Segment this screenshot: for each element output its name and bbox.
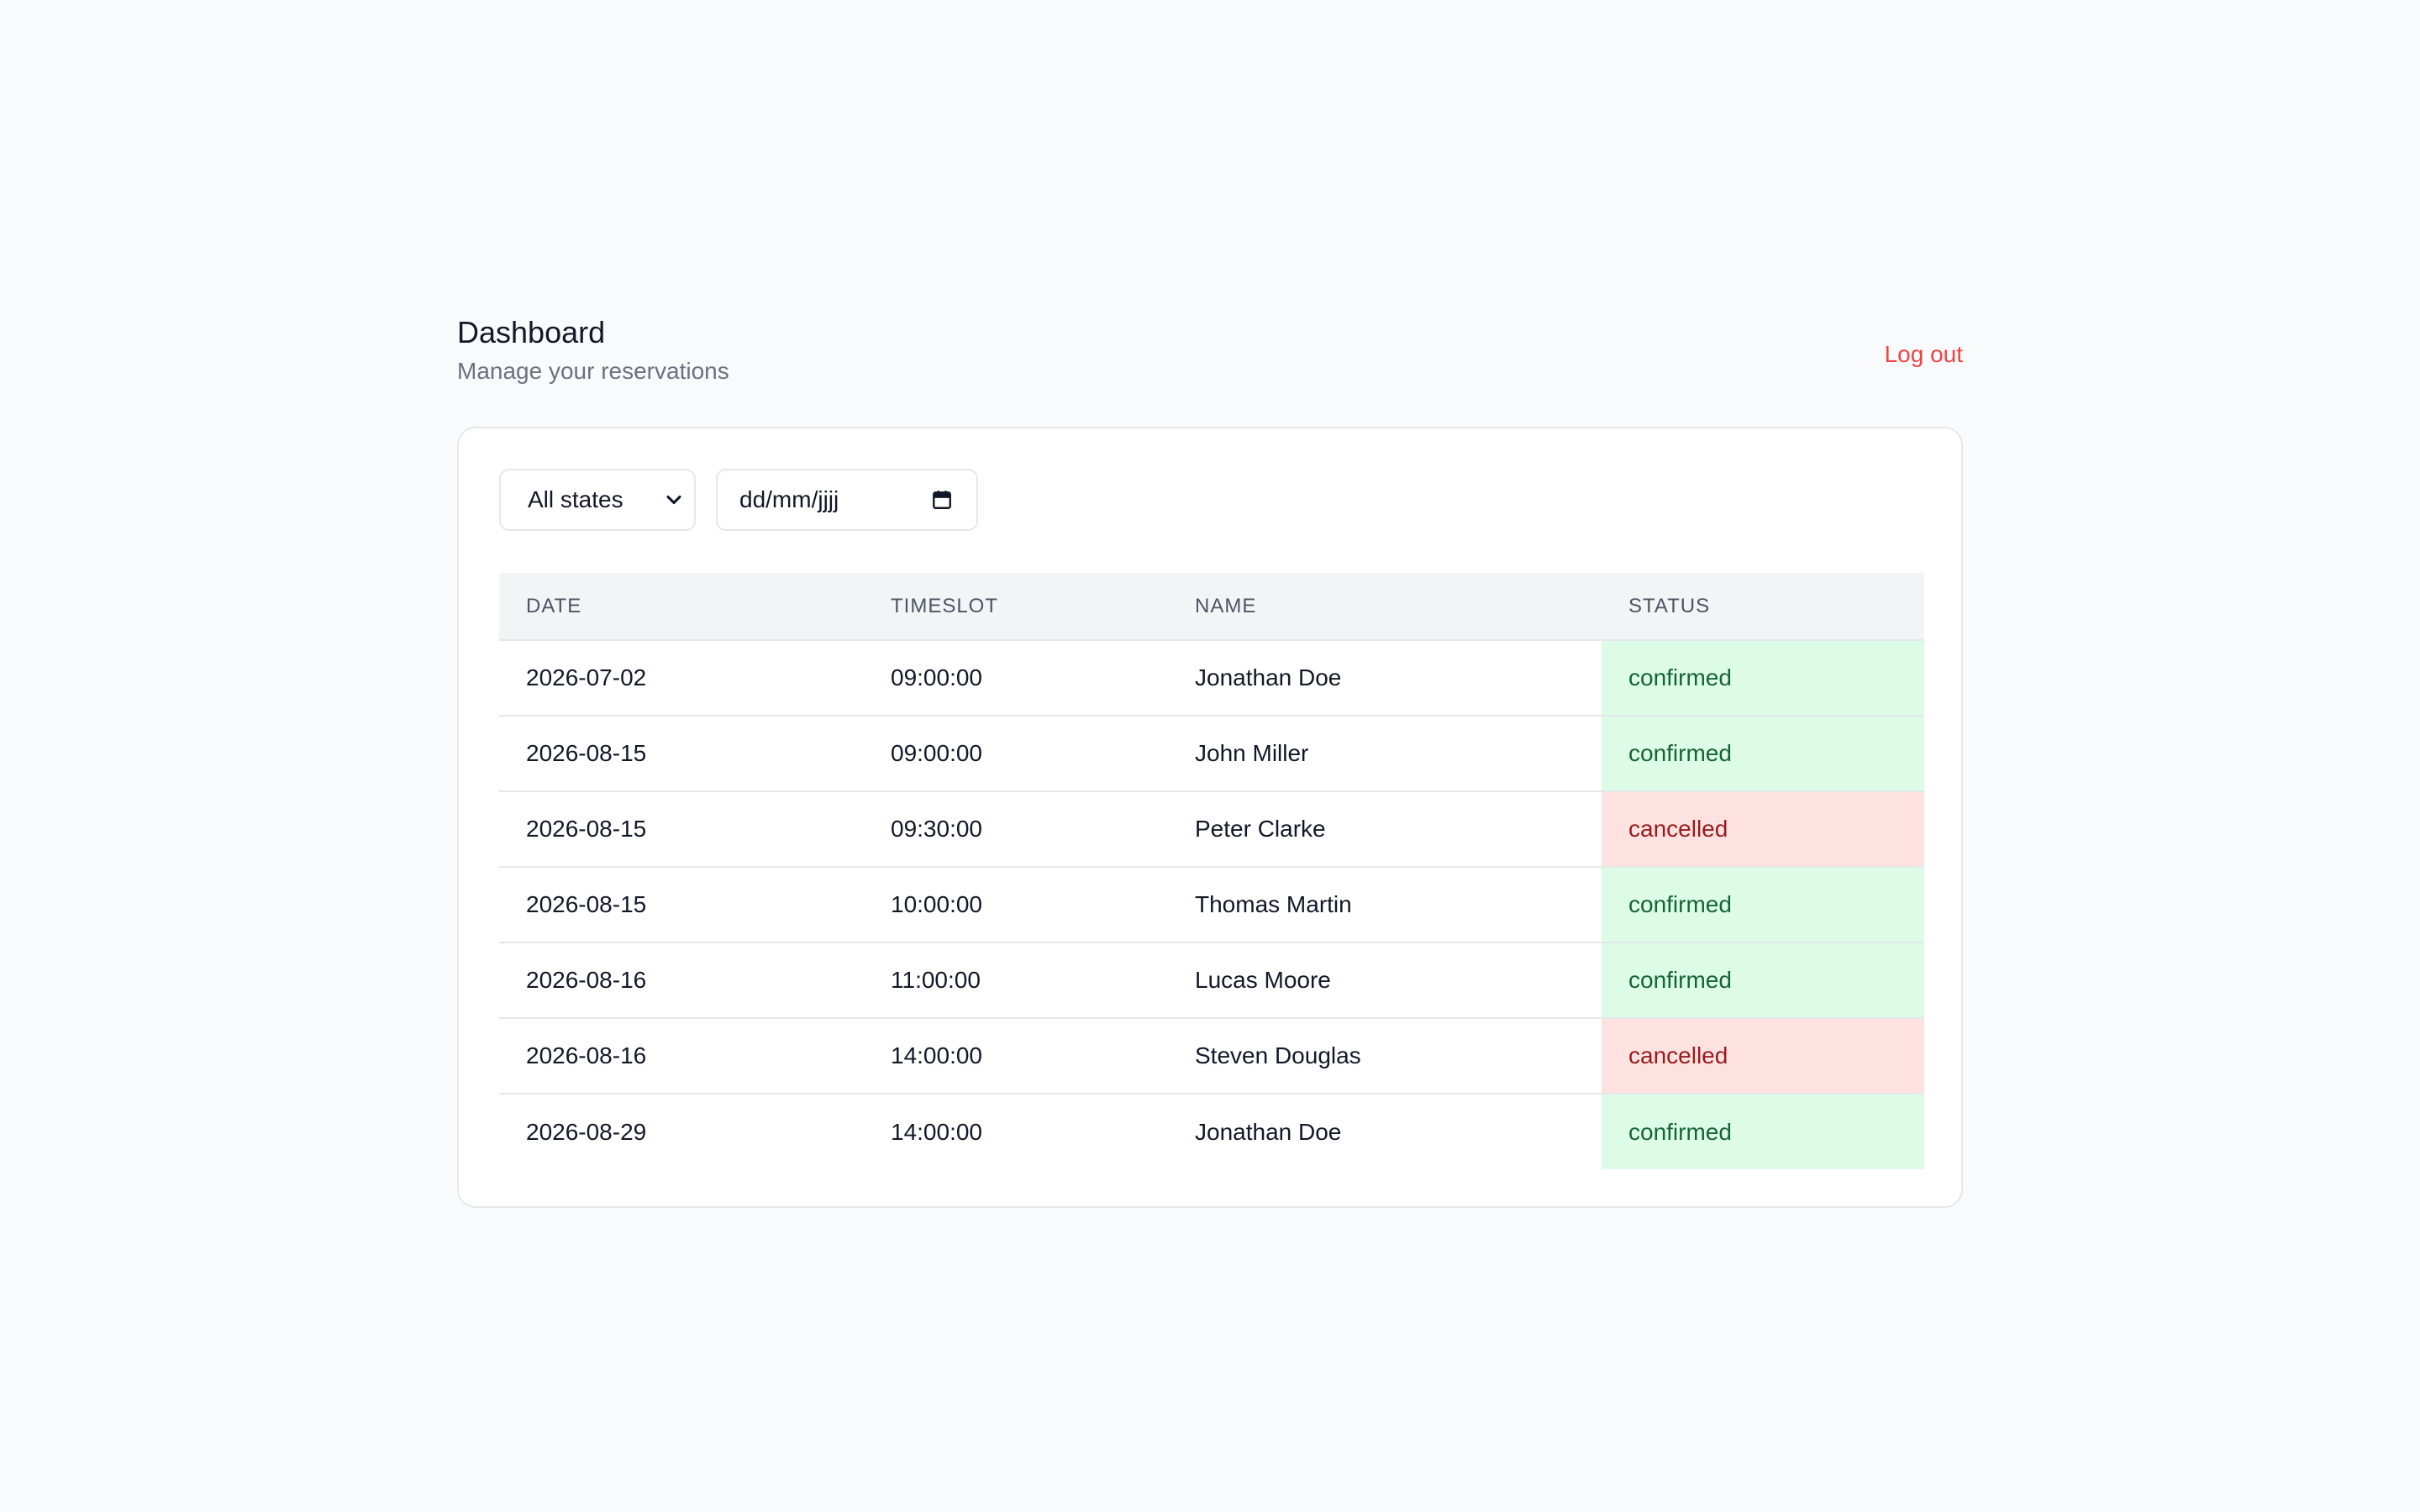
table-header: DATE TIMESLOT NAME STATUS	[499, 573, 1924, 640]
filters-bar: All states dd/mm/jjjj	[499, 469, 1921, 531]
cell-name: Jonathan Doe	[1195, 664, 1342, 690]
cell-date: 2026-08-15	[526, 816, 647, 842]
cell-date: 2026-08-16	[526, 967, 647, 993]
cell-timeslot: 11:00:00	[891, 967, 981, 993]
dashboard-container: Dashboard Manage your reservations Log o…	[457, 307, 1963, 1208]
cell-timeslot: 09:00:00	[891, 740, 982, 766]
table-body: 2026-07-02 09:00:00 Jonathan Doe confirm…	[499, 640, 1924, 1169]
page-header: Dashboard Manage your reservations Log o…	[457, 307, 1963, 391]
cell-status: cancelled	[1602, 1018, 1924, 1094]
table-row[interactable]: 2026-08-29 14:00:00 Jonathan Doe confirm…	[499, 1094, 1924, 1169]
cell-status: confirmed	[1602, 942, 1924, 1018]
cell-date: 2026-07-02	[526, 664, 647, 690]
cell-name: Thomas Martin	[1195, 891, 1352, 917]
state-filter-select[interactable]: All states	[499, 469, 696, 531]
title-block: Dashboard Manage your reservations	[457, 311, 729, 388]
state-filter-value: All states	[528, 486, 623, 512]
reservations-table: DATE TIMESLOT NAME STATUS 2026-07-02 09:…	[499, 573, 1924, 1169]
cell-timeslot: 09:30:00	[891, 816, 982, 842]
column-header-timeslot: TIMESLOT	[891, 594, 999, 617]
cell-name: Jonathan Doe	[1195, 1118, 1342, 1145]
cell-timeslot: 14:00:00	[891, 1118, 982, 1145]
cell-date: 2026-08-15	[526, 740, 647, 766]
cell-status: confirmed	[1602, 716, 1924, 791]
cell-name: Steven Douglas	[1195, 1042, 1361, 1068]
table-row[interactable]: 2026-08-15 10:00:00 Thomas Martin confir…	[499, 867, 1924, 942]
table-header-row: DATE TIMESLOT NAME STATUS	[499, 573, 1924, 640]
cell-date: 2026-08-16	[526, 1042, 647, 1068]
cell-name: Lucas Moore	[1195, 967, 1331, 993]
page-title: Dashboard	[457, 315, 606, 349]
cell-name: Peter Clarke	[1195, 816, 1326, 842]
cell-name: John Miller	[1195, 740, 1309, 766]
table-row[interactable]: 2026-07-02 09:00:00 Jonathan Doe confirm…	[499, 640, 1924, 716]
cell-status: confirmed	[1602, 640, 1924, 716]
column-header-name: NAME	[1195, 594, 1257, 617]
date-filter-placeholder: dd/mm/jjjj	[739, 486, 839, 512]
table-row[interactable]: 2026-08-16 11:00:00 Lucas Moore confirme…	[499, 942, 1924, 1018]
page-subtitle: Manage your reservations	[457, 358, 729, 384]
chevron-down-icon	[662, 488, 686, 512]
cell-date: 2026-08-15	[526, 891, 647, 917]
column-header-date: DATE	[526, 594, 582, 617]
date-filter-input[interactable]: dd/mm/jjjj	[716, 469, 978, 531]
calendar-icon[interactable]	[931, 489, 953, 511]
cell-timeslot: 14:00:00	[891, 1042, 982, 1068]
cell-status: confirmed	[1602, 867, 1924, 942]
table-row[interactable]: 2026-08-15 09:30:00 Peter Clarke cancell…	[499, 791, 1924, 867]
column-header-status: STATUS	[1628, 594, 1711, 617]
cell-status: confirmed	[1602, 1094, 1924, 1169]
table-row[interactable]: 2026-08-16 14:00:00 Steven Douglas cance…	[499, 1018, 1924, 1094]
cell-timeslot: 09:00:00	[891, 664, 982, 690]
table-row[interactable]: 2026-08-15 09:00:00 John Miller confirme…	[499, 716, 1924, 791]
cell-status: cancelled	[1602, 791, 1924, 867]
cell-date: 2026-08-29	[526, 1118, 647, 1145]
cell-timeslot: 10:00:00	[891, 891, 982, 917]
logout-button[interactable]: Log out	[1884, 341, 1963, 367]
reservations-card: All states dd/mm/jjjj DATE TIMESLOT	[457, 427, 1963, 1208]
